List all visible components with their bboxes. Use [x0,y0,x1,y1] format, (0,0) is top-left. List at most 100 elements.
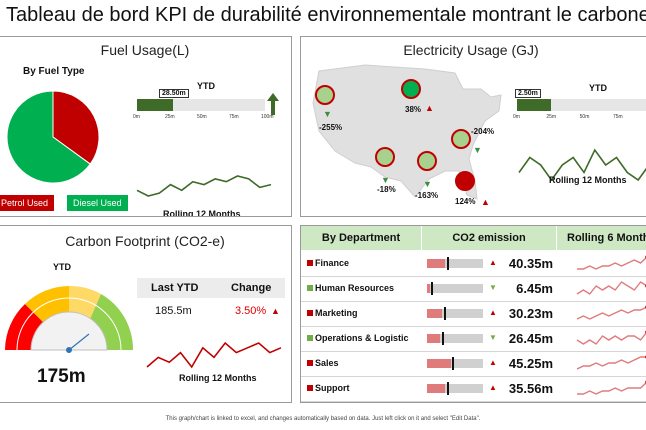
department-name: Human Resources [315,283,395,293]
department-row: Support ▲ 35.56m [301,377,646,402]
department-name: Sales [315,358,339,368]
rolling-6-month-header: Rolling 6 Month [557,226,646,250]
tick-label: 25m [546,114,557,120]
department-color-swatch [307,360,313,366]
department-sparkline [577,380,646,395]
carbon-spark-line [146,341,282,369]
emission-bar-target [447,257,450,270]
emission-bar-fill [427,384,446,393]
region-marker [451,129,471,149]
fuel-rolling-label: Rolling 12 Months [163,209,241,217]
emission-bar-target [447,382,450,395]
department-row: Finance ▲ 40.35m [301,252,646,277]
emission-value: 40.35m [508,256,553,271]
department-sparkline [576,355,646,370]
department-sparkline-line [576,281,646,295]
emission-bar-track [427,357,483,370]
fuel-pie-chart [6,90,100,184]
gauge-ytd-label: YTD [53,262,71,272]
pie-slice-diesel [6,90,91,184]
department-row: Human Resources ▼ 6.45m [301,277,646,302]
tick-label: 25m [165,114,175,120]
tick-label: 0m [513,114,520,120]
department-color-swatch [307,285,313,291]
emission-bar-target [452,357,455,370]
emission-value: 26.45m [508,331,553,346]
change-up-arrow-icon: ▲ [271,306,280,316]
department-sparkline-line [577,256,646,270]
carbon-footprint-title: Carbon Footprint (CO2-e) [65,233,225,249]
emission-bar-fill [427,334,441,343]
diesel-legend: Diesel Used [67,195,128,211]
fuel-ytd-fill [137,99,174,111]
emission-bar-fill [427,309,443,318]
fuel-type-subtitle: By Fuel Type [23,66,85,77]
region-marker [455,171,475,191]
tick-label: 50m [197,114,207,120]
department-name: Support [315,383,350,393]
region-marker [315,85,335,105]
electricity-rolling-label: Rolling 12 Months [549,175,627,185]
department-sparkline [577,255,646,270]
carbon-rolling-label: Rolling 12 Months [179,373,257,383]
gauge-value: 175m [37,366,86,387]
department-name: Operations & Logistic [315,333,409,343]
electricity-ytd-value: 2.50m [515,89,541,98]
emission-bar-track [427,382,483,395]
petrol-legend: Petrol Used [0,195,55,211]
electricity-ytd-track [517,99,646,111]
emission-bar-target [442,332,445,345]
fuel-ytd-track [137,99,265,111]
electricity-ytd-fill [517,99,551,111]
down-arrow-icon: ▼ [381,175,390,185]
emission-bar-track [427,307,483,320]
carbon-footprint-panel: Carbon Footprint (CO2-e) YTD 175m Last Y… [0,225,292,403]
fuel-ytd-label: YTD [197,81,215,91]
region-marker [417,151,437,171]
pie-slice-petrol [52,90,100,165]
department-sparkline-line [576,356,646,370]
department-color-swatch [307,335,313,341]
department-row: Marketing ▲ 30.23m [301,302,646,327]
tick-label: 50m [579,114,590,120]
tick-label: 75m [613,114,623,120]
up-arrow-icon: ▲ [489,358,497,367]
emission-bar-fill [427,284,430,293]
down-arrow-icon: ▼ [423,179,432,189]
by-department-header: By Department [301,226,421,250]
fuel-ytd-value: 28.50m [159,89,189,98]
emission-bar-fill [427,259,446,268]
emission-value: 35.56m [508,381,553,396]
page-title: Tableau de bord KPI de durabilité enviro… [6,4,646,26]
change-value: 3.50% [235,305,267,317]
down-arrow-icon: ▼ [489,283,497,292]
electricity-usage-panel: Electricity Usage (GJ) ▼ -255% ▲ 38% ▼ -204% ▼… [300,36,646,217]
department-sparkline-line [576,332,646,345]
department-row: Sales ▲ 45.25m [301,352,646,377]
electricity-ytd-label: YTD [589,83,607,93]
up-arrow-icon: ▲ [425,103,434,113]
carbon-rolling-sparkline [146,341,282,369]
emission-bar-target [430,282,433,295]
down-arrow-icon: ▼ [323,109,332,119]
fuel-usage-title: Fuel Usage(L) [100,42,190,58]
fuel-up-arrow-icon [267,93,279,115]
department-name: Finance [315,258,350,268]
department-sparkline-line [576,306,646,320]
department-sparkline [576,330,646,345]
region-change-label: -163% [415,191,439,200]
department-panel: By Department CO2 emission Rolling 6 Mon… [300,225,646,403]
usa-map [312,64,502,200]
up-arrow-icon: ▲ [481,197,490,207]
region-marker [401,79,421,99]
region-change-label: 124% [455,197,476,206]
footer-note: This graph/chart is linked to excel, and… [165,416,481,422]
region-marker [375,147,395,167]
change-header: Change [231,282,272,294]
emission-bar-track [427,332,483,345]
emission-value: 30.23m [508,306,553,321]
electricity-rolling-sparkline [518,148,646,182]
department-color-swatch [307,310,313,316]
department-color-swatch [307,385,313,391]
up-arrow-icon: ▲ [489,308,497,317]
